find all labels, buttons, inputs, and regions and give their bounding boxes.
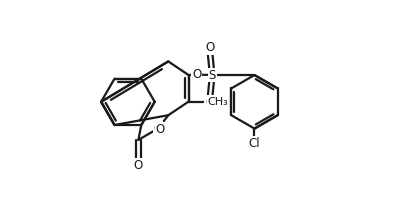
- Text: O: O: [156, 123, 165, 135]
- Text: Cl: Cl: [249, 137, 260, 150]
- Text: O: O: [205, 96, 214, 109]
- Text: O: O: [192, 68, 201, 81]
- Text: O: O: [205, 41, 214, 54]
- Text: O: O: [154, 122, 163, 135]
- Text: CH₃: CH₃: [208, 97, 228, 107]
- Text: S: S: [209, 68, 216, 82]
- Text: O: O: [134, 159, 143, 172]
